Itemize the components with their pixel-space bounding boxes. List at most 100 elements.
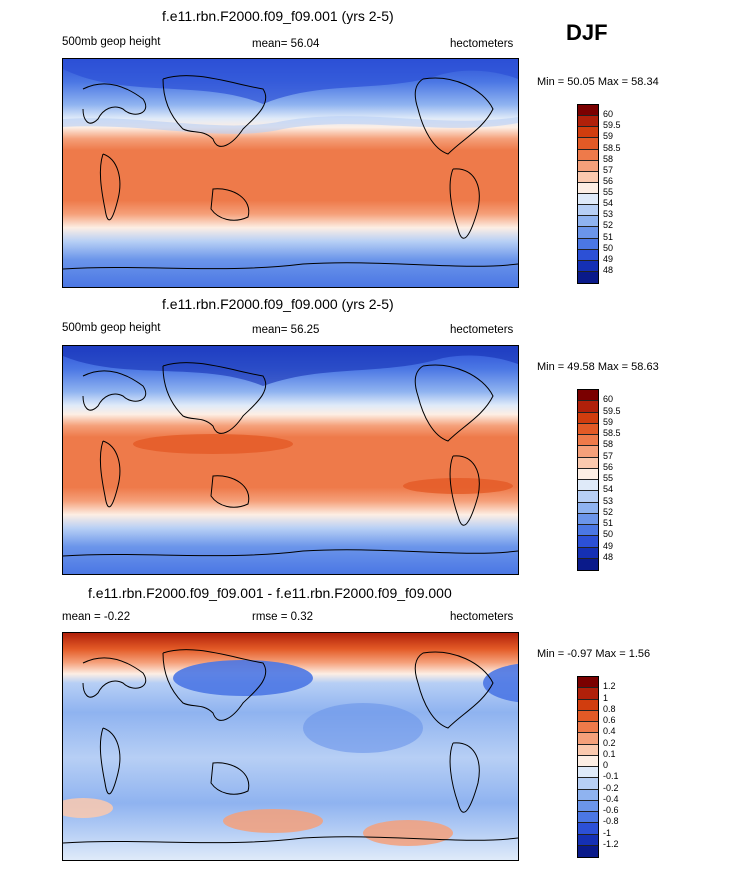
panel1-colorbar-tick-label: 54	[603, 198, 614, 209]
panel1-colorbar-tick-label: 57	[603, 164, 614, 175]
panel1-colorbar-tick-label: 58	[603, 153, 614, 164]
panel3-colorbar-tick-label: -0.1	[603, 771, 619, 782]
panel2-colorbar-tick-label: 59	[603, 416, 614, 427]
panel1-swatch-11	[578, 227, 598, 239]
panel1-swatch-1	[578, 116, 598, 128]
panel3-swatch-13	[578, 823, 598, 835]
panel2-colorbar-tick-label: 51	[603, 518, 614, 528]
panel1-colorbar-tick-label: 59	[603, 131, 614, 142]
panel1-swatch-14	[578, 260, 598, 272]
panel3-swatch-5	[578, 733, 598, 745]
panel2-colorbar-tick-label: 54	[603, 484, 614, 495]
panel3-coastlines	[63, 649, 518, 844]
panel1-colorbar	[577, 104, 599, 284]
panel2-swatch-6	[578, 457, 598, 469]
panel3-neg-north-atlantic	[483, 663, 518, 703]
panel3-swatch-4	[578, 722, 598, 734]
panel3-rmse-label: rmse = 0.32	[252, 611, 314, 623]
panel2-colorbar-tick-label: 58.5	[603, 428, 621, 438]
panel2-warm-atl	[403, 478, 513, 494]
panel3-colorbar-tick-label: 0.6	[603, 715, 616, 725]
panel1-northern-low	[63, 59, 518, 104]
panel3-swatch-3	[578, 710, 598, 722]
panel2-swatch-1	[578, 401, 598, 413]
panel3-swatch-11	[578, 800, 598, 812]
panel2-colorbar-tick-label: 57	[603, 450, 614, 461]
panel2-swatch-15	[578, 558, 598, 570]
panel3-colorbar-tick-label: 1.2	[603, 681, 616, 692]
panel1-mean-label: mean= 56.04	[252, 38, 320, 50]
panel2-swatch-7	[578, 468, 598, 480]
panel2-mean-label: mean= 56.25	[252, 324, 320, 336]
panel2-swatch-3	[578, 423, 598, 435]
panel3-swatch-2	[578, 699, 598, 711]
panel3-map	[62, 632, 519, 861]
panel2-colorbar-tick-label: 52	[603, 506, 614, 517]
panel1-swatch-10	[578, 216, 598, 228]
panel1-colorbar-tick-label: 58.5	[603, 142, 621, 153]
panel3-colorbar-tick-label: 0.8	[603, 703, 616, 714]
panel3-pos-south-2	[363, 820, 453, 846]
panel3-neg-tropics	[303, 703, 423, 753]
panel1-colorbar-tick-label: 48	[603, 264, 614, 275]
panel3-swatch-14	[578, 834, 598, 846]
panel2-coastlines	[63, 362, 518, 557]
panel2-colorbar-tick-label: 58	[603, 439, 614, 450]
panel3-pos-south-3	[63, 798, 113, 818]
panel3-pos-south-1	[223, 809, 323, 833]
panel2-field	[63, 346, 518, 574]
panel1-swatch-12	[578, 238, 598, 250]
panel1-swatch-4	[578, 149, 598, 161]
panel1-minmax: Min = 50.05 Max = 58.34	[537, 76, 659, 88]
panel3-units-label: hectometers	[450, 611, 514, 623]
panel3-swatch-12	[578, 812, 598, 824]
panel2-colorbar-tick-label: 56	[603, 461, 614, 472]
panel1-title: f.e11.rbn.F2000.f09_f09.001 (yrs 2-5)	[162, 8, 394, 24]
panel2-swatch-10	[578, 502, 598, 514]
panel3-swatch-0	[578, 677, 598, 689]
panel3-swatch-7	[578, 755, 598, 767]
panel2-swatch-0	[578, 390, 598, 402]
panel2-variable-label: 500mb geop height	[62, 322, 161, 334]
panel2-swatch-13	[578, 536, 598, 548]
panel2-colorbar	[577, 389, 599, 571]
panel1-colorbar-tick-label: 52	[603, 220, 614, 231]
panel2-swatch-4	[578, 435, 598, 447]
panel1-swatch-3	[578, 138, 598, 150]
panel1-colorbar-tick-label: 51	[603, 231, 614, 242]
panel3-swatch-8	[578, 767, 598, 779]
panel3-colorbar-tick-label: 0.4	[603, 726, 616, 737]
panel2-units-label: hectometers	[450, 324, 514, 336]
panel2-swatch-9	[578, 491, 598, 503]
panel2-colorbar-tick-label: 60	[603, 394, 614, 405]
panel3-swatch-10	[578, 789, 598, 801]
panel3-colorbar-tick-label: -1	[603, 827, 612, 838]
panel1-colorbar-tick-label: 60	[603, 109, 614, 120]
panel3-colorbar-tick-label: -1.2	[603, 838, 619, 849]
panel2-warm-pool	[133, 434, 293, 454]
panel2-swatch-8	[578, 480, 598, 492]
panel3-title: f.e11.rbn.F2000.f09_f09.001 - f.e11.rbn.…	[88, 585, 452, 601]
panel2-swatch-11	[578, 513, 598, 525]
panel1-colorbar-tick-label: 59.5	[603, 120, 621, 131]
panel2-colorbar-tick-label: 50	[603, 529, 614, 540]
panel2-swatch-5	[578, 446, 598, 458]
panel2-swatch-12	[578, 525, 598, 537]
panel1-variable-label: 500mb geop height	[62, 36, 161, 48]
panel2-colorbar-tick-label: 49	[603, 540, 614, 551]
panel1-swatch-9	[578, 205, 598, 217]
panel1-coastlines	[63, 75, 518, 270]
panel1-map	[62, 58, 519, 288]
panel3-swatch-1	[578, 688, 598, 700]
panel2-colorbar-tick-label: 59.5	[603, 405, 621, 416]
panel3-neg-north-pacific	[173, 660, 313, 696]
panel3-colorbar-tick-label: 0	[603, 760, 609, 770]
panel1-swatch-7	[578, 182, 598, 194]
panel3-colorbar	[577, 676, 599, 858]
panel3-colorbar-tick-label: 1	[603, 692, 609, 703]
panel1-colorbar-tick-label: 49	[603, 253, 614, 264]
panel3-swatch-9	[578, 778, 598, 790]
panel1-swatch-2	[578, 127, 598, 139]
panel3-colorbar-tick-label: 0.2	[603, 737, 616, 748]
season-label: DJF	[566, 20, 608, 45]
